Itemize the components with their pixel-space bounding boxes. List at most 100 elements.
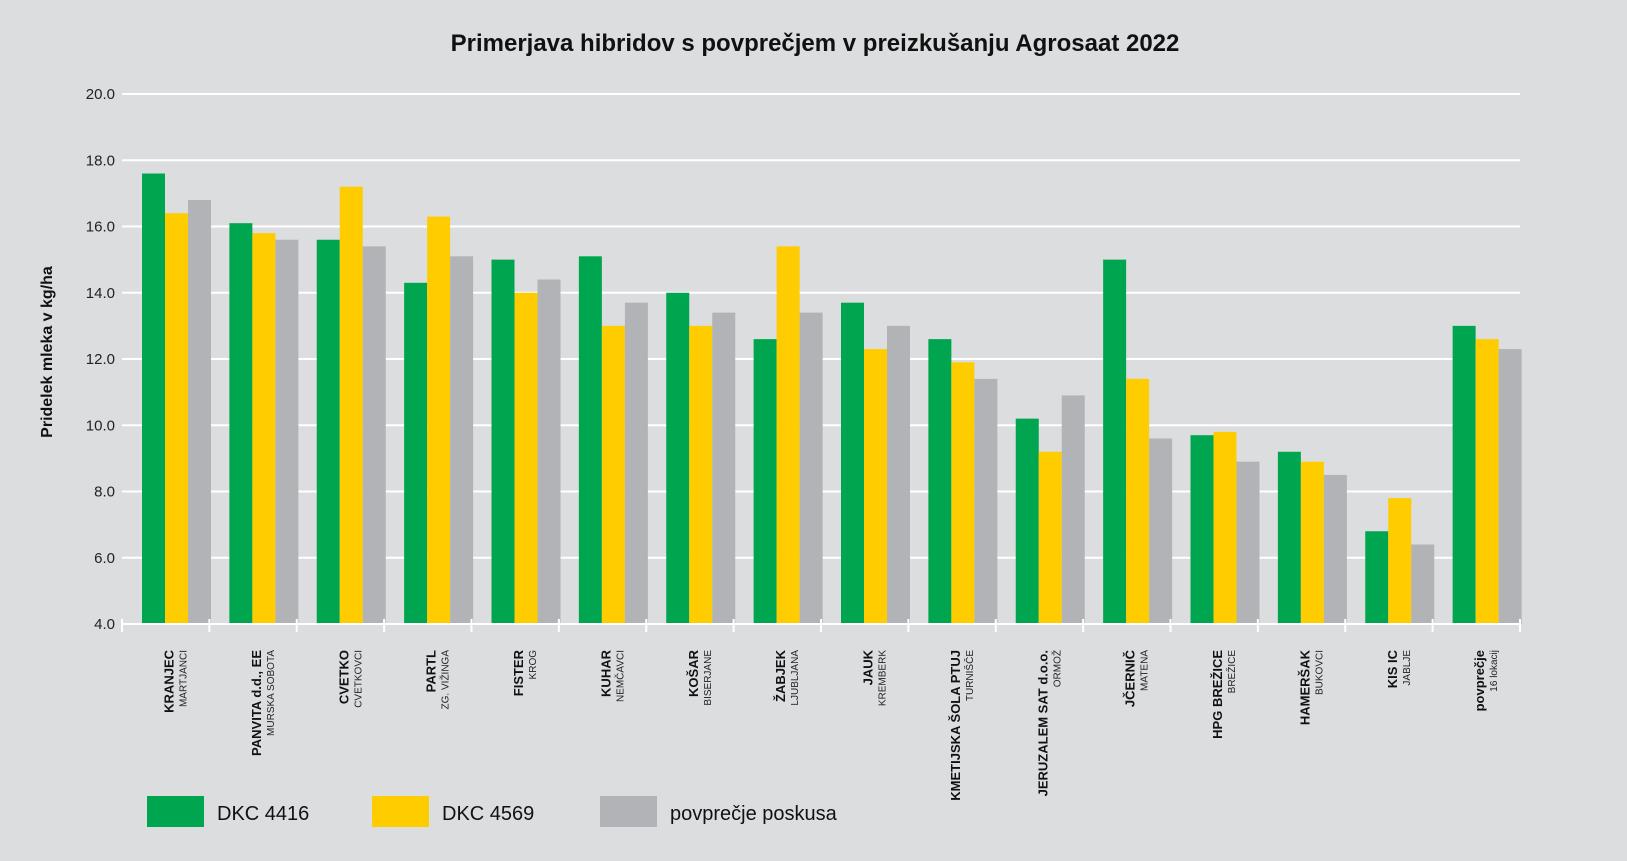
y-tick-label: 12.0 bbox=[86, 351, 115, 368]
category-name: JAUK bbox=[861, 649, 876, 685]
bar-dkc-4416 bbox=[142, 173, 165, 624]
bar-povpre-je-poskusa bbox=[1498, 349, 1522, 624]
bar-dkc-4569 bbox=[951, 362, 975, 624]
bar-povpre-je-poskusa bbox=[887, 325, 910, 624]
bar-dkc-4416 bbox=[1277, 451, 1301, 624]
bar-dkc-4416 bbox=[928, 339, 952, 624]
bar-dkc-4569 bbox=[1300, 461, 1324, 624]
category-label: KUHAR NEMČAVCI bbox=[598, 649, 626, 702]
category-name: PANVITA d.d., EE bbox=[249, 650, 264, 756]
category-name: FISTER bbox=[511, 649, 526, 696]
category-label: FISTER KROG bbox=[511, 649, 539, 696]
y-tick-label: 14.0 bbox=[86, 285, 115, 302]
category-label: HAMERŠAK BUKOVCI bbox=[1297, 649, 1325, 725]
category-location: ZG. VIŽINGA bbox=[439, 650, 452, 710]
bar-dkc-4569 bbox=[776, 246, 800, 624]
bar-povpre-je-poskusa bbox=[1411, 544, 1435, 624]
category-name: KOŠAR bbox=[686, 649, 701, 697]
y-tick-label: 16.0 bbox=[86, 219, 115, 236]
category-location: NEMČAVCI bbox=[613, 650, 626, 702]
y-tick-label: 6.0 bbox=[94, 550, 115, 567]
category-label: KRANJEC MARTJANCI bbox=[162, 649, 190, 712]
bar-dkc-4416 bbox=[666, 292, 690, 624]
bar-dkc-4416 bbox=[753, 339, 777, 624]
bar-dkc-4416 bbox=[1365, 531, 1389, 624]
category-location: MATENA bbox=[1140, 650, 1151, 691]
category-location: KROG bbox=[528, 650, 539, 680]
y-tick-label: 4.0 bbox=[94, 616, 115, 633]
bar-dkc-4569 bbox=[1388, 498, 1412, 624]
category-name: KIS IC bbox=[1385, 649, 1400, 688]
category-name: PARTL bbox=[424, 650, 439, 692]
category-location: JABLJE bbox=[1402, 650, 1413, 686]
category-name: ŽABJEK bbox=[773, 649, 788, 702]
category-label: KIS IC JABLJE bbox=[1385, 649, 1413, 688]
y-tick-label: 18.0 bbox=[86, 152, 115, 169]
y-tick-label: 20.0 bbox=[86, 86, 115, 103]
legend-swatch-dkc-4416 bbox=[147, 796, 204, 827]
bar-povpre-je-poskusa bbox=[450, 256, 474, 624]
bar-povpre-je-poskusa bbox=[712, 312, 736, 624]
bar-povpre-je-poskusa bbox=[275, 239, 299, 624]
category-location: BREŽICE bbox=[1225, 650, 1238, 694]
category-label: JAUK KREMBERK bbox=[861, 649, 889, 706]
bar-dkc-4569 bbox=[339, 186, 363, 624]
bar-dkc-4569 bbox=[601, 325, 625, 624]
bar-dkc-4416 bbox=[1190, 435, 1214, 624]
bar-dkc-4416 bbox=[1015, 418, 1039, 624]
category-name: JERUZALEM SAT d.o.o. bbox=[1035, 650, 1050, 796]
category-labels: KRANJEC MARTJANCI PANVITA d.d., EE MURSKA S… bbox=[162, 649, 1501, 800]
category-location: 16 lokacij bbox=[1489, 650, 1500, 692]
category-name: HPG BREŽICE bbox=[1210, 650, 1225, 739]
bar-povpre-je-poskusa bbox=[799, 312, 823, 624]
y-tick-label: 10.0 bbox=[86, 417, 115, 434]
legend-label: povprečje poskusa bbox=[670, 803, 838, 825]
category-name: JČERNIČ bbox=[1123, 649, 1138, 707]
bars bbox=[142, 173, 1522, 624]
x-axis bbox=[121, 619, 1521, 632]
category-label: ŽABJEK LJUBLJANA bbox=[773, 649, 801, 705]
bar-dkc-4569 bbox=[427, 216, 451, 624]
category-location: TURNIŠČE bbox=[963, 650, 976, 701]
category-location: CVETKOVCI bbox=[353, 650, 364, 708]
category-name: CVETKO bbox=[336, 650, 351, 704]
y-axis-label: Pridelek mleka v kg/ha bbox=[39, 266, 56, 438]
legend: DKC 4416 DKC 4569 povprečje poskusa bbox=[147, 796, 838, 827]
legend-label: DKC 4416 bbox=[217, 803, 309, 825]
category-name: KMETIJSKA ŠOLA PTUJ bbox=[948, 650, 963, 801]
category-label: KMETIJSKA ŠOLA PTUJ TURNIŠČE bbox=[948, 650, 976, 801]
bar-dkc-4569 bbox=[689, 325, 713, 624]
bar-dkc-4569 bbox=[514, 292, 538, 624]
category-location: MARTJANCI bbox=[179, 650, 190, 707]
bar-dkc-4569 bbox=[864, 349, 887, 624]
chart-title: Primerjava hibridov s povprečjem v preiz… bbox=[451, 30, 1180, 57]
bar-dkc-4416 bbox=[491, 259, 515, 624]
bar-dkc-4569 bbox=[1038, 451, 1062, 624]
category-name: KUHAR bbox=[598, 649, 613, 697]
bar-povpre-je-poskusa bbox=[362, 246, 386, 624]
bar-dkc-4569 bbox=[165, 213, 188, 624]
category-location: MURSKA SOBOTA bbox=[266, 650, 277, 736]
category-label: PANVITA d.d., EE MURSKA SOBOTA bbox=[249, 650, 277, 756]
bar-povpre-je-poskusa bbox=[1149, 438, 1173, 624]
category-location: BISERJANE bbox=[703, 650, 714, 706]
category-label: PARTL ZG. VIŽINGA bbox=[424, 650, 452, 710]
bar-povpre-je-poskusa bbox=[537, 279, 561, 624]
category-location: KREMBERK bbox=[878, 650, 889, 706]
bar-povpre-je-poskusa bbox=[1061, 395, 1085, 624]
category-label: KOŠAR BISERJANE bbox=[686, 649, 714, 705]
bar-dkc-4569 bbox=[252, 233, 276, 624]
category-label: HPG BREŽICE BREŽICE bbox=[1210, 650, 1238, 739]
bar-dkc-4416 bbox=[404, 282, 428, 624]
bar-dkc-4569 bbox=[1213, 431, 1237, 624]
bar-povpre-je-poskusa bbox=[188, 200, 211, 624]
legend-swatch-povpre-je-poskusa bbox=[600, 796, 657, 827]
bar-dkc-4416 bbox=[578, 256, 602, 624]
category-location: BUKOVCI bbox=[1314, 650, 1325, 695]
category-name: HAMERŠAK bbox=[1297, 649, 1312, 725]
bar-dkc-4416 bbox=[1452, 325, 1476, 624]
category-label: JERUZALEM SAT d.o.o. ORMOŽ bbox=[1035, 650, 1063, 796]
bar-dkc-4416 bbox=[1103, 259, 1127, 624]
bar-povpre-je-poskusa bbox=[974, 378, 998, 624]
